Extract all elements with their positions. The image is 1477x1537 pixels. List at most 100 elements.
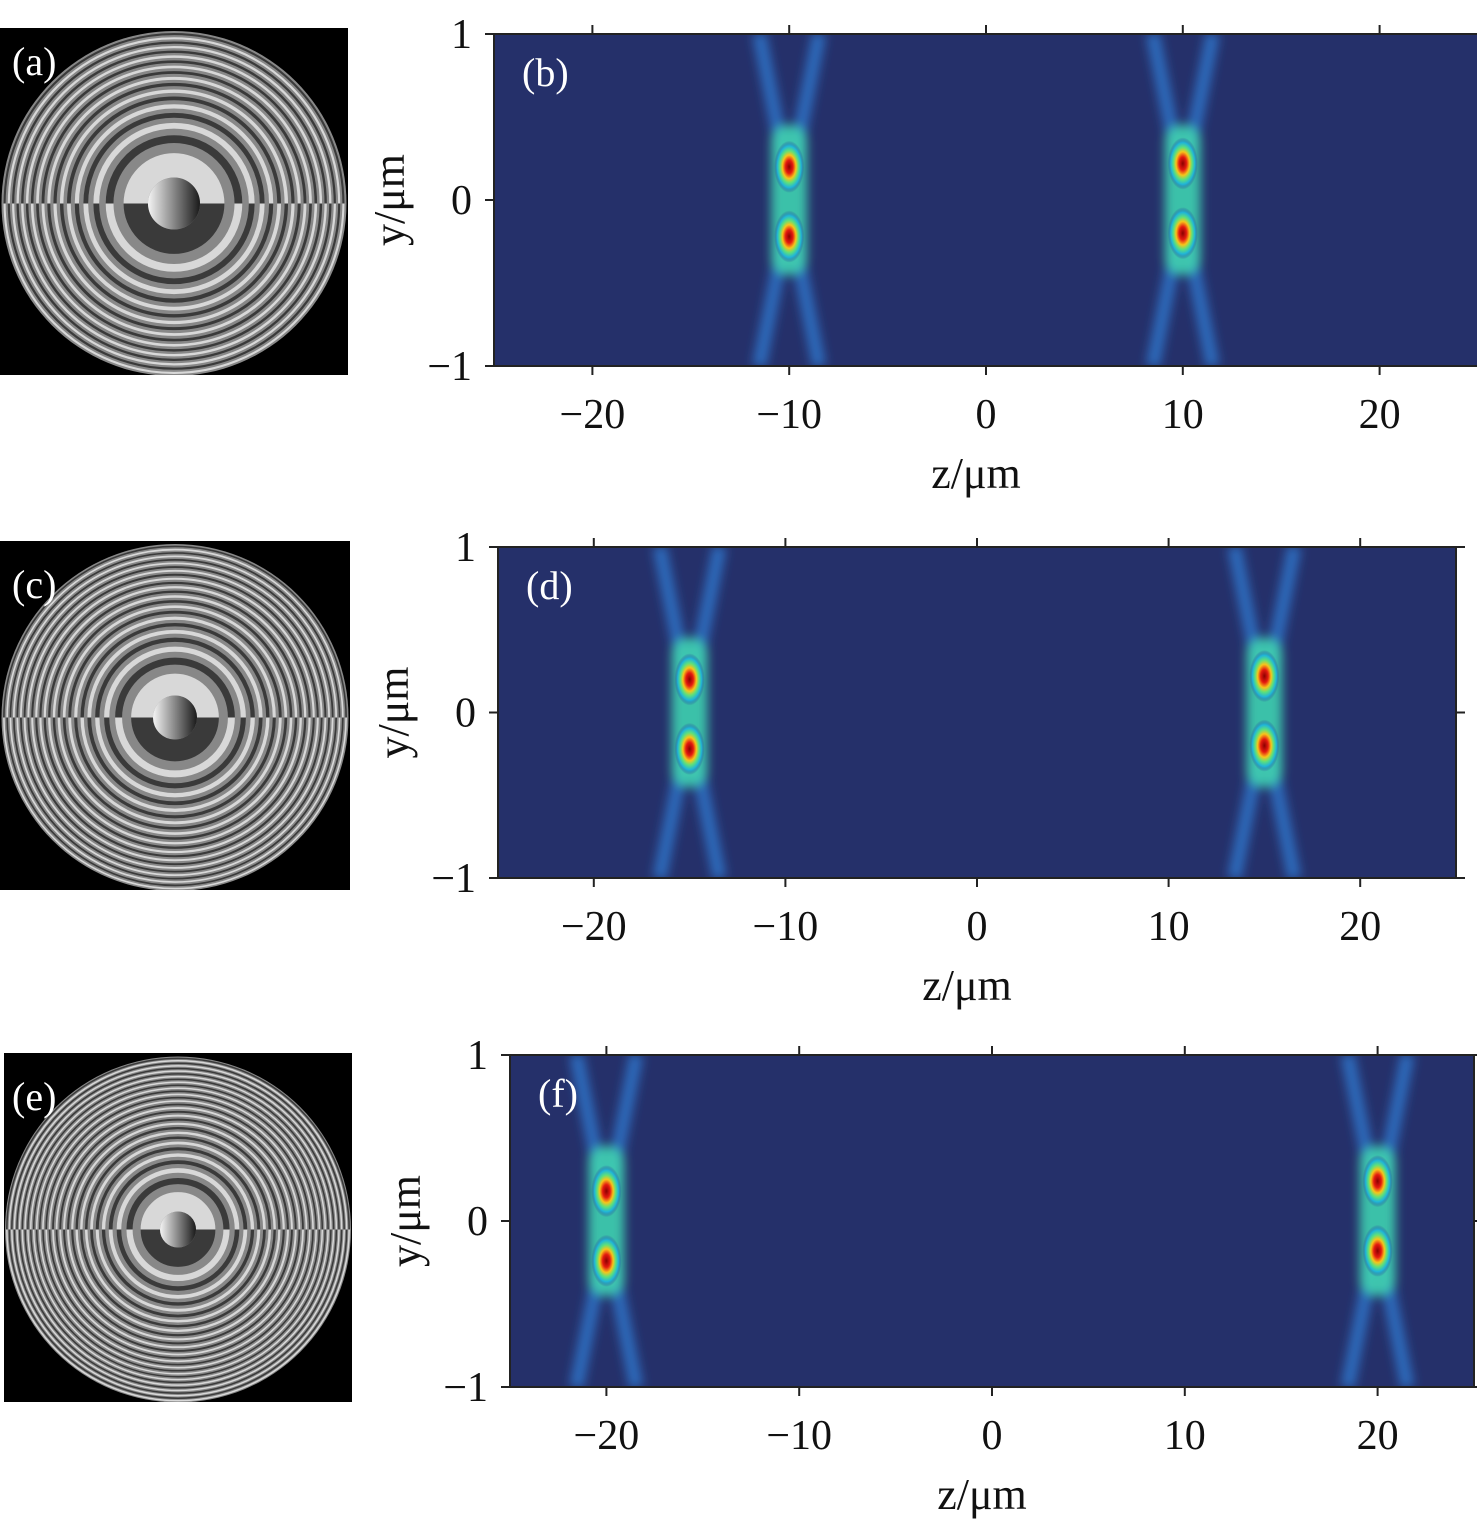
mask-ring <box>41 71 307 204</box>
x-tick-label: −10 <box>766 1413 832 1459</box>
x-tick-label: 0 <box>976 392 997 438</box>
mask-ring <box>104 717 246 789</box>
heatmap-background <box>498 547 1456 878</box>
mask-ring <box>95 637 255 718</box>
mask-ring <box>25 55 323 204</box>
mask-ring <box>16 717 334 877</box>
mask-ring <box>123 153 225 204</box>
mask-ring <box>42 1229 314 1366</box>
mask-ring <box>52 1103 304 1230</box>
mask-ring <box>6 548 344 718</box>
mask-ring <box>31 573 319 718</box>
mask-ring <box>68 717 282 825</box>
intensity-peak <box>774 140 805 193</box>
mask-ring <box>75 1127 281 1230</box>
intensity-peak <box>1167 207 1198 260</box>
mask-ring <box>32 1084 324 1230</box>
mask-rings <box>6 1057 350 1230</box>
mask-vortex-core <box>160 1211 196 1230</box>
mask-ring <box>126 1177 230 1230</box>
mask-ring <box>27 717 323 866</box>
mask-ring <box>36 65 312 204</box>
mask-ring <box>95 1229 261 1312</box>
mask-ring <box>57 600 293 718</box>
mask-ring <box>3 203 345 374</box>
y-tick-label: 1 <box>467 1033 488 1079</box>
mask-ring <box>6 1229 350 1402</box>
y-tick-label: 1 <box>455 525 476 571</box>
y-axis-title: y/μm <box>369 666 418 758</box>
mask-ring <box>63 1229 293 1345</box>
mask-ring <box>74 104 274 204</box>
x-tick-label: 0 <box>967 904 988 950</box>
mask-ring <box>45 1229 311 1363</box>
mask-ring <box>48 1100 308 1230</box>
mask-ring <box>35 1087 321 1230</box>
mask-ring <box>52 717 298 840</box>
mask-ring <box>104 646 246 718</box>
intensity-peak <box>1167 137 1198 190</box>
mask-ring <box>16 46 332 204</box>
mask-ring <box>48 1229 308 1359</box>
mask-ring <box>140 1229 216 1267</box>
mask-ring <box>36 203 312 342</box>
mask-ring <box>67 96 281 204</box>
mask-ring <box>7 37 341 204</box>
mask-ring <box>25 203 323 352</box>
mask-ring <box>20 717 330 873</box>
mask-ring <box>95 717 255 798</box>
mask-rings <box>6 1229 350 1402</box>
mask-ring <box>43 717 307 849</box>
mask-ring <box>74 616 276 718</box>
x-tick-label: 10 <box>1162 392 1204 438</box>
mask-ring <box>9 717 341 883</box>
panel-label-plot: (d) <box>526 563 573 608</box>
phase-mask-e: (e) <box>4 1053 352 1402</box>
y-axis-title: y/μm <box>381 1175 430 1267</box>
mask-ring <box>23 717 327 869</box>
y-tick-label: 1 <box>451 12 472 58</box>
x-tick-label: 20 <box>1339 904 1381 950</box>
mask-ring <box>21 50 327 204</box>
mask-ring <box>55 1229 301 1352</box>
mask-ring <box>20 562 330 718</box>
mask-ring <box>6 1057 350 1230</box>
mask-ring <box>105 135 243 204</box>
mask-ring <box>35 1229 321 1372</box>
mask-ring <box>16 203 332 361</box>
mask-ring <box>41 203 307 336</box>
mask-ring <box>90 1141 266 1230</box>
mask-ring <box>16 1067 340 1230</box>
intensity-peak <box>591 1165 622 1218</box>
mask-ring <box>24 1229 332 1384</box>
mask-ring <box>123 203 225 254</box>
x-axis-title: z/μm <box>937 1470 1027 1519</box>
mask-rings <box>3 33 345 204</box>
mask-ring <box>57 717 293 835</box>
panel-label-c: (c) <box>12 562 57 607</box>
heatmap-field <box>569 1055 1415 1387</box>
y-tick-label: −1 <box>431 856 476 902</box>
mask-ring <box>16 1229 340 1392</box>
zone-plate-image <box>1 544 349 890</box>
mask-ring <box>108 1229 248 1299</box>
mask-ring <box>27 1078 329 1230</box>
mask-ring <box>95 1147 261 1230</box>
mask-ring <box>84 1229 272 1323</box>
mask-ring <box>32 1229 324 1375</box>
mask-ring <box>59 1110 297 1230</box>
intensity-peak <box>674 653 705 706</box>
mask-ring <box>21 203 327 357</box>
x-tick-label: −10 <box>756 392 822 438</box>
mask-rings <box>3 545 347 718</box>
mask-ring <box>83 203 265 295</box>
mask-ring <box>116 1229 240 1291</box>
mask-ring <box>71 1122 285 1230</box>
mask-ring <box>30 1229 326 1378</box>
mask-ring <box>8 1060 348 1230</box>
mask-ring <box>74 203 274 303</box>
mask-ring <box>68 610 282 718</box>
x-tick-label: −20 <box>560 392 626 438</box>
mask-ring <box>13 1229 343 1394</box>
